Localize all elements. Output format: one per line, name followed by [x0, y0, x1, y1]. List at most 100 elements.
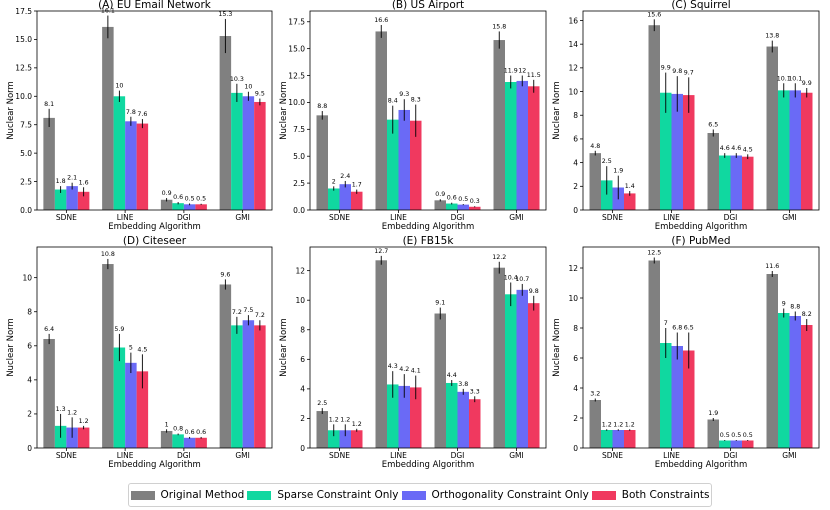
bar-sparse-dgi: [719, 440, 731, 448]
x-axis-label: Embedding Algorithm: [382, 222, 475, 232]
x-tick-label: GMI: [782, 451, 797, 460]
y-tick-label: 10.0: [288, 98, 305, 107]
data-label-both-gmi: 11.5: [527, 72, 541, 79]
bar-sparse-sdne: [328, 430, 340, 448]
data-label-original-sdne: 4.8: [590, 143, 600, 150]
data-label-orthogonality-gmi: 10.7: [515, 276, 529, 283]
bar-both-line: [683, 95, 695, 210]
bar-sparse-dgi: [719, 155, 731, 210]
bar-original-dgi: [160, 430, 173, 448]
bar-both-dgi: [742, 156, 754, 210]
data-label-sparse-dgi: 0.6: [447, 195, 457, 202]
axes-frame: [582, 246, 820, 449]
y-tick-label: 0.0: [20, 206, 32, 215]
data-label-both-line: 6.5: [684, 325, 694, 332]
bar-original-line: [648, 25, 660, 211]
data-label-orthogonality-sdne: 2.4: [340, 173, 350, 180]
chart-panel-6: (F) PubMed Nuclear Norm Embedding Algorith…: [552, 235, 820, 470]
legend-label-sparse: Sparse Constraint Only: [277, 489, 399, 501]
legend-item-both: Both Constraints: [591, 489, 709, 501]
data-label-sparse-sdne: 2: [332, 178, 336, 185]
y-tick-label: 10: [568, 87, 578, 96]
bar-sparse-gmi: [778, 313, 790, 448]
data-label-orthogonality-gmi: 10.1: [788, 75, 802, 82]
data-label-sparse-sdne: 1.2: [329, 416, 339, 423]
bar-both-gmi: [254, 325, 266, 448]
data-label-sparse-gmi: 11.9: [504, 68, 518, 75]
chart-panel-5: (E) FB15k Nuclear Norm Embedding Algorithm…: [279, 235, 547, 470]
y-tick-label: 2: [300, 414, 305, 423]
x-tick-label: LINE: [663, 213, 680, 222]
y-tick-label: 6: [27, 342, 32, 351]
data-label-sparse-gmi: 10.3: [230, 76, 244, 83]
chart-title: (C) Squirrel: [671, 0, 730, 11]
data-label-original-gmi: 15.3: [218, 11, 232, 18]
bar-sparse-line: [387, 384, 399, 448]
bar-sparse-dgi: [446, 203, 458, 210]
data-label-original-gmi: 13.8: [765, 33, 779, 40]
data-label-original-gmi: 12.2: [492, 254, 506, 261]
data-label-orthogonality-dgi: 0.5: [185, 195, 195, 202]
bar-sparse-dgi: [172, 434, 184, 448]
data-label-both-dgi: 0.3: [470, 198, 480, 205]
bar-orthogonality-sdne: [339, 184, 351, 210]
x-axis-label: Embedding Algorithm: [655, 460, 748, 470]
bar-both-line: [410, 120, 422, 210]
bar-sparse-sdne: [328, 188, 340, 210]
bar-orthogonality-gmi: [789, 90, 801, 210]
data-label-sparse-dgi: 4.4: [447, 372, 457, 379]
x-axis-label: Embedding Algorithm: [108, 222, 201, 232]
data-label-sparse-line: 4.3: [388, 363, 398, 370]
data-label-orthogonality-sdne: 1.9: [613, 168, 623, 175]
data-label-both-line: 4.5: [137, 346, 147, 353]
bar-orthogonality-line: [398, 385, 410, 448]
data-label-original-dgi: 0.9: [435, 191, 445, 198]
data-label-original-dgi: 9.1: [435, 300, 445, 307]
bar-orthogonality-gmi: [789, 316, 801, 448]
x-tick-label: GMI: [235, 451, 250, 460]
bar-sparse-gmi: [231, 325, 243, 448]
bar-original-sdne: [43, 117, 55, 210]
data-label-original-sdne: 2.5: [317, 400, 327, 407]
y-tick-label: 0: [573, 444, 578, 453]
y-tick-label: 6: [573, 135, 578, 144]
x-axis-label: Embedding Algorithm: [655, 222, 748, 232]
bar-both-line: [683, 350, 695, 448]
bar-sparse-dgi: [446, 382, 458, 448]
bar-orthogonality-line: [398, 109, 410, 210]
chart-panel-3: (C) Squirrel Nuclear Norm Embedding Algori…: [552, 0, 820, 232]
data-label-original-dgi: 1: [165, 421, 169, 428]
y-tick-label: 17.5: [288, 18, 305, 27]
y-tick-label: 12: [295, 266, 305, 275]
y-axis-label: Nuclear Norm: [552, 318, 562, 377]
bar-orthogonality-sdne: [66, 186, 78, 210]
y-tick-label: 0.0: [293, 206, 305, 215]
data-label-orthogonality-gmi: 10: [244, 84, 252, 91]
bar-both-dgi: [469, 206, 481, 210]
y-tick-label: 0: [27, 444, 32, 453]
data-label-orthogonality-line: 9.8: [672, 68, 682, 75]
y-tick-label: 2: [27, 410, 32, 419]
data-label-both-line: 9.7: [684, 69, 694, 76]
data-label-sparse-line: 9.9: [661, 65, 671, 72]
bar-both-sdne: [77, 427, 90, 448]
bar-both-gmi: [801, 92, 813, 210]
x-tick-label: DGI: [724, 451, 738, 460]
bar-sparse-line: [113, 96, 126, 210]
data-label-orthogonality-line: 5: [129, 345, 133, 352]
data-label-original-gmi: 11.6: [765, 263, 779, 270]
chart-title: (E) FB15k: [403, 235, 455, 247]
data-label-sparse-sdne: 1.2: [602, 421, 612, 428]
x-axis-label: Embedding Algorithm: [108, 460, 201, 470]
bar-orthogonality-line: [125, 121, 137, 210]
data-label-orthogonality-dgi: 0.5: [731, 432, 741, 439]
legend-item-sparse: Sparse Constraint Only: [247, 489, 399, 501]
bar-original-dgi: [707, 419, 719, 448]
data-label-original-gmi: 9.6: [220, 271, 230, 278]
axes-frame: [36, 246, 273, 449]
data-label-original-dgi: 0.9: [162, 190, 172, 197]
bar-both-line: [410, 387, 422, 448]
bar-sparse-sdne: [601, 430, 613, 448]
y-tick-label: 4: [300, 385, 305, 394]
